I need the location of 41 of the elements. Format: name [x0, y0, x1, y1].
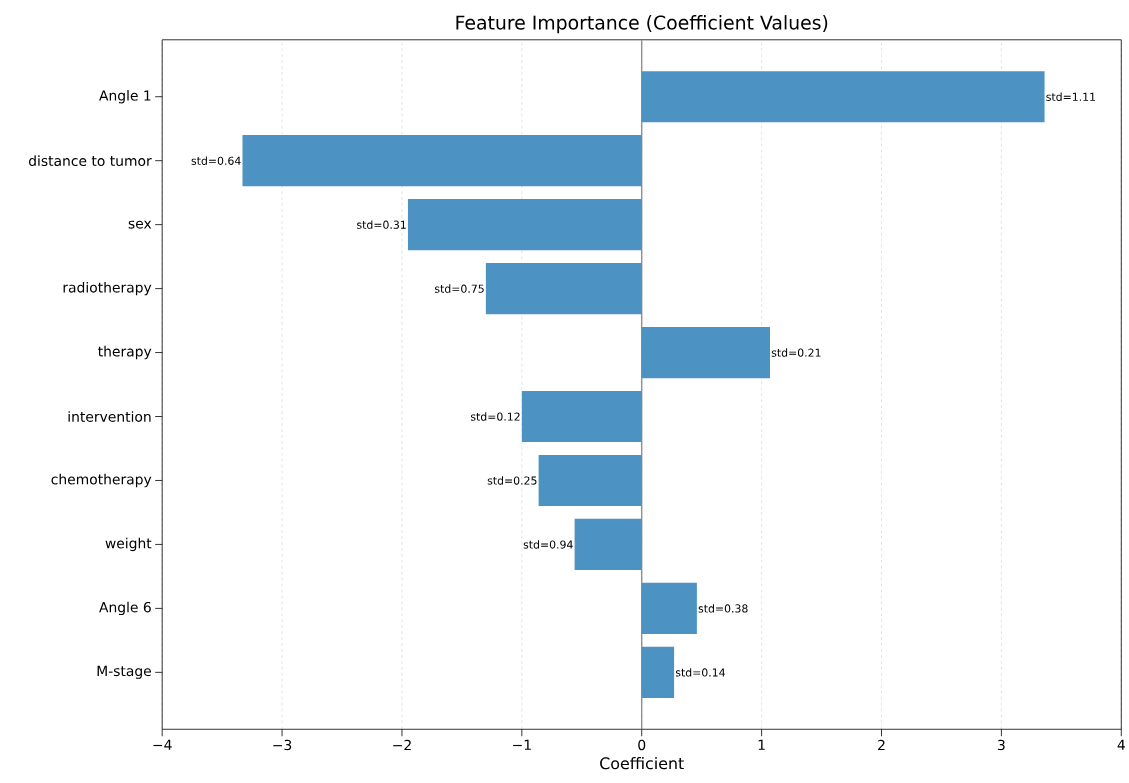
x-tick-label: −2: [393, 739, 411, 751]
bar: [641, 71, 1045, 123]
bar: [538, 454, 642, 507]
bar: [407, 199, 642, 251]
y-tick-label: weight: [105, 537, 152, 552]
x-tick-label: −4: [153, 739, 172, 750]
x-tick-label: −1: [513, 739, 531, 750]
y-tick-label: M-stage: [97, 665, 151, 679]
y-tick-label: distance to tumor: [28, 155, 152, 167]
x-tick-label: 0: [638, 739, 646, 751]
y-tick-label: Angle 1: [99, 90, 151, 104]
x-axis-title: Coefficient: [600, 757, 684, 770]
y-tick-label: Angle 6: [99, 601, 151, 616]
bar: [641, 582, 697, 634]
annotation: std=1.11: [1046, 92, 1096, 101]
bar: [641, 646, 675, 698]
bar: [641, 326, 771, 379]
annotation: std=0.94: [523, 540, 573, 549]
annotation: std=0.64: [191, 156, 241, 165]
y-tick-label: therapy: [98, 345, 152, 360]
annotation: std=0.31: [357, 220, 406, 229]
annotation: std=0.12: [470, 412, 520, 421]
annotation: std=0.14: [675, 668, 725, 677]
y-tick-label: radiotherapy: [63, 281, 152, 296]
bar: [521, 390, 642, 443]
bar: [574, 518, 642, 571]
x-tick-label: 1: [758, 739, 765, 750]
x-tick-label: 2: [878, 739, 885, 751]
y-tick-label: sex: [128, 220, 152, 229]
annotation: std=0.75: [434, 284, 484, 293]
annotation: std=0.38: [698, 604, 748, 613]
bar: [485, 263, 642, 315]
bar: [242, 135, 642, 187]
y-tick-label: chemotherapy: [51, 473, 152, 488]
chart-title: Feature Importance (Coefficient Values): [456, 15, 828, 34]
x-tick-label: −3: [273, 739, 292, 751]
y-tick-label: intervention: [68, 411, 151, 422]
x-tick-label: 4: [1117, 739, 1125, 750]
annotation: std=0.25: [487, 476, 537, 485]
annotation: std=0.21: [771, 348, 821, 357]
x-tick-label: 3: [998, 739, 1005, 751]
